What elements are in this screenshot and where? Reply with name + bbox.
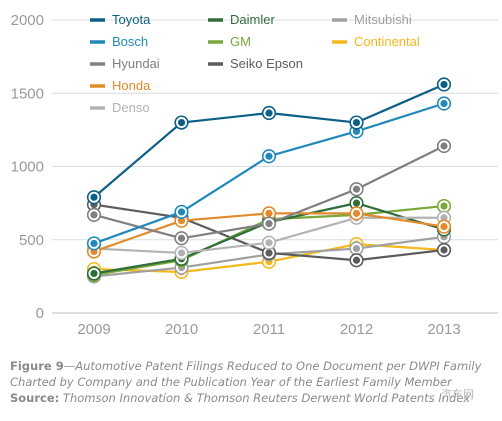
data-point-bosch: [436, 96, 452, 111]
data-point-honda: [261, 206, 277, 221]
data-point-hyundai: [174, 231, 189, 246]
legend-label: Bosch: [112, 34, 148, 49]
data-point-mitsubishi: [349, 241, 364, 256]
data-point-toyota: [436, 77, 452, 92]
y-axis: 0 500 1000 1500 2000: [11, 12, 44, 322]
data-point-seiko-epson: [349, 253, 364, 268]
legend-item-denso: Denso: [90, 100, 150, 115]
data-point-gm: [436, 198, 452, 214]
legend-item-mitsubishi: Mitsubishi: [332, 12, 412, 27]
figure-title-line2: Charted by Company and the Publication Y…: [10, 375, 452, 389]
y-tick-label: 1000: [11, 159, 44, 176]
data-point-daimler: [86, 266, 102, 281]
x-tick-label: 2012: [340, 321, 373, 338]
x-tick-label: 2009: [77, 321, 110, 338]
x-tick-label: 2010: [165, 321, 198, 338]
legend-item-daimler: Daimler: [208, 12, 275, 27]
legend-label: Denso: [112, 100, 150, 115]
data-point-toyota: [174, 115, 189, 130]
figure-title-line1: —Automotive Patent Filings Reduced to On…: [63, 359, 482, 373]
legend-item-gm: GM: [208, 34, 251, 49]
x-tick-label: 2013: [427, 321, 460, 338]
y-tick-label: 2000: [11, 12, 44, 29]
legend-item-hyundai: Hyundai: [90, 56, 160, 71]
data-point-hyundai: [261, 216, 277, 231]
y-tick-label: 0: [36, 305, 44, 322]
legend-label: GM: [230, 34, 251, 49]
data-point-toyota: [86, 190, 102, 205]
series-markers: [86, 77, 452, 284]
legend-label: Honda: [112, 78, 151, 93]
legend: Toyota Bosch Hyundai Honda Denso Daimler GM Sei…: [90, 12, 420, 115]
y-tick-label: 500: [19, 232, 44, 249]
legend-label: Mitsubishi: [354, 12, 412, 27]
figure-caption: Figure 9—Automotive Patent Filings Reduc…: [10, 358, 498, 406]
figure-label: Figure 9: [10, 359, 64, 373]
x-axis: 2009 2010 2011 2012 2013: [77, 321, 460, 338]
data-point-hyundai: [436, 138, 452, 154]
legend-item-seiko-epson: Seiko Epson: [208, 56, 303, 71]
data-point-bosch: [174, 204, 189, 220]
data-point-denso: [174, 245, 189, 261]
legend-item-toyota: Toyota: [90, 12, 151, 27]
data-point-denso: [261, 235, 277, 250]
legend-item-bosch: Bosch: [90, 34, 148, 49]
x-tick-label: 2011: [253, 321, 285, 338]
data-point-honda: [436, 219, 452, 234]
watermark: 汽车网: [441, 388, 474, 401]
source-label: Source:: [10, 391, 60, 405]
legend-item-honda: Honda: [90, 78, 151, 93]
legend-label: Daimler: [230, 12, 275, 27]
legend-label: Continental: [354, 34, 420, 49]
data-point-hyundai: [349, 182, 364, 197]
y-tick-label: 1500: [11, 85, 44, 102]
source-text: Thomson Innovation & Thomson Reuters Der…: [59, 391, 471, 405]
data-point-bosch: [261, 149, 277, 164]
data-point-seiko-epson: [436, 242, 452, 258]
data-point-toyota: [261, 105, 277, 121]
data-point-bosch: [86, 236, 102, 251]
data-point-honda: [349, 206, 364, 221]
legend-label: Seiko Epson: [230, 56, 303, 71]
legend-label: Toyota: [112, 12, 151, 27]
legend-label: Hyundai: [112, 56, 160, 71]
data-point-hyundai: [86, 207, 102, 222]
legend-item-continental: Continental: [332, 34, 420, 49]
data-point-toyota: [349, 115, 364, 130]
